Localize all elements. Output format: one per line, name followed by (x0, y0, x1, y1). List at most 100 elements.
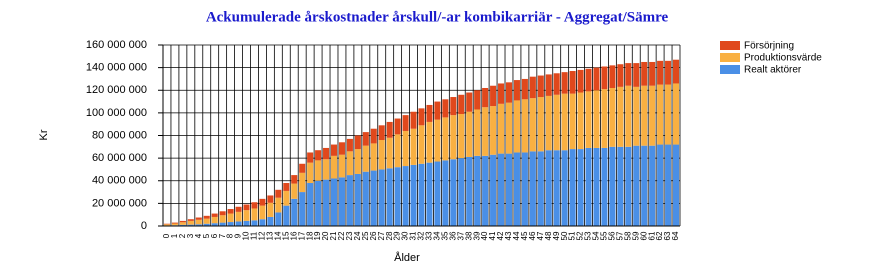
bar-segment (394, 118, 401, 135)
x-tick-label: 23 (345, 231, 354, 240)
bar-segment (259, 205, 266, 220)
bar-segment (569, 149, 576, 226)
y-tick-label: 120 000 000 (86, 84, 147, 96)
bar-segment (203, 215, 210, 219)
x-tick-label: 19 (313, 231, 322, 240)
x-tick-label: 18 (305, 231, 314, 240)
x-tick-label: 29 (393, 231, 402, 240)
bar-segment (513, 80, 520, 101)
bar-segment (490, 85, 497, 107)
bar-segment (665, 60, 672, 85)
bar-segment (625, 146, 632, 226)
bar-segment (434, 101, 441, 120)
bar-segment (370, 170, 377, 226)
x-tick-label: 15 (281, 231, 290, 240)
bar-segment (498, 103, 505, 154)
x-tick-label: 20 (321, 231, 330, 240)
bar-segment (442, 117, 449, 161)
bar-segment (386, 137, 393, 169)
bar-segment (641, 145, 648, 226)
bar-segment (569, 71, 576, 94)
bar-segment (585, 147, 592, 226)
bar-segment (243, 220, 250, 226)
x-tick-label: 22 (337, 231, 346, 240)
bar-segment (275, 212, 282, 226)
x-tick-label: 64 (671, 231, 680, 240)
x-tick-label: 40 (480, 231, 489, 240)
x-tick-label: 11 (250, 231, 259, 240)
bar-segment (267, 202, 274, 217)
bar-segment (625, 85, 632, 147)
bar-segment (537, 97, 544, 152)
bar-segment (609, 65, 616, 88)
x-tick-label: 33 (425, 231, 434, 240)
legend-label: Försörjning (744, 41, 794, 52)
bar-segment (498, 83, 505, 104)
x-tick-label: 2 (178, 233, 187, 238)
bar-segment (633, 145, 640, 226)
bar-segment (450, 159, 457, 226)
bar-segment (529, 98, 536, 152)
y-tick-label: 60 000 000 (92, 152, 147, 164)
y-tick-label: 160 000 000 (86, 39, 147, 51)
x-tick-label: 28 (385, 231, 394, 240)
bar-segment (577, 149, 584, 226)
bar-segment (458, 158, 465, 226)
bar-segment (251, 220, 258, 226)
bar-segment (545, 150, 552, 226)
bar-segment (267, 195, 274, 203)
bar-segment (553, 73, 560, 95)
x-tick-label: 7 (218, 233, 227, 238)
bar-segment (617, 64, 624, 87)
bar-segment (482, 107, 489, 156)
bar-segment (243, 210, 250, 221)
bar-segment (378, 169, 385, 226)
bar-segment (609, 87, 616, 147)
x-tick-label: 5 (202, 233, 211, 238)
x-tick-label: 24 (353, 231, 362, 240)
bar-segment (315, 150, 322, 161)
bar-segment (537, 75, 544, 98)
bar-segment (458, 94, 465, 115)
chart-title: Ackumulerade årskostnader årskull/-ar ko… (206, 9, 669, 25)
bar-segment (418, 163, 425, 226)
bar-segment (450, 97, 457, 116)
bar-segment (227, 222, 234, 226)
x-tick-label: 53 (584, 231, 593, 240)
bar-segment (219, 222, 226, 226)
bar-segment (418, 108, 425, 126)
bar-segment (323, 147, 330, 160)
bar-segment (593, 90, 600, 148)
bar-segment (402, 115, 409, 131)
bar-segment (434, 161, 441, 226)
bar-segment (657, 144, 664, 226)
bar-segment (665, 84, 672, 145)
y-tick-label: 40 000 000 (92, 175, 147, 187)
x-tick-label: 6 (210, 233, 219, 238)
x-tick-label: 58 (623, 231, 632, 240)
x-tick-label: 61 (647, 231, 656, 240)
bar-segment (553, 150, 560, 226)
x-tick-label: 46 (528, 231, 537, 240)
bar-segment (665, 144, 672, 226)
legend-label: Realt aktörer (744, 65, 802, 76)
bar-segment (426, 162, 433, 226)
bar-segment (450, 115, 457, 160)
x-tick-label: 38 (464, 231, 473, 240)
bar-segment (243, 204, 250, 211)
x-tick-label: 63 (663, 231, 672, 240)
bar-segment (601, 147, 608, 226)
bar-segment (330, 144, 338, 156)
bar-segment (195, 224, 202, 226)
bar-segment (259, 198, 266, 206)
bar-segment (569, 93, 576, 150)
bar-segment (187, 220, 194, 225)
bar-segment (521, 78, 528, 100)
bar-segment (577, 92, 584, 150)
bar-segment (601, 89, 608, 148)
bar-segment (315, 180, 322, 226)
bar-segment (585, 91, 592, 148)
bar-segment (609, 146, 616, 226)
bar-segment (394, 167, 401, 226)
x-tick-label: 0 (162, 233, 171, 238)
